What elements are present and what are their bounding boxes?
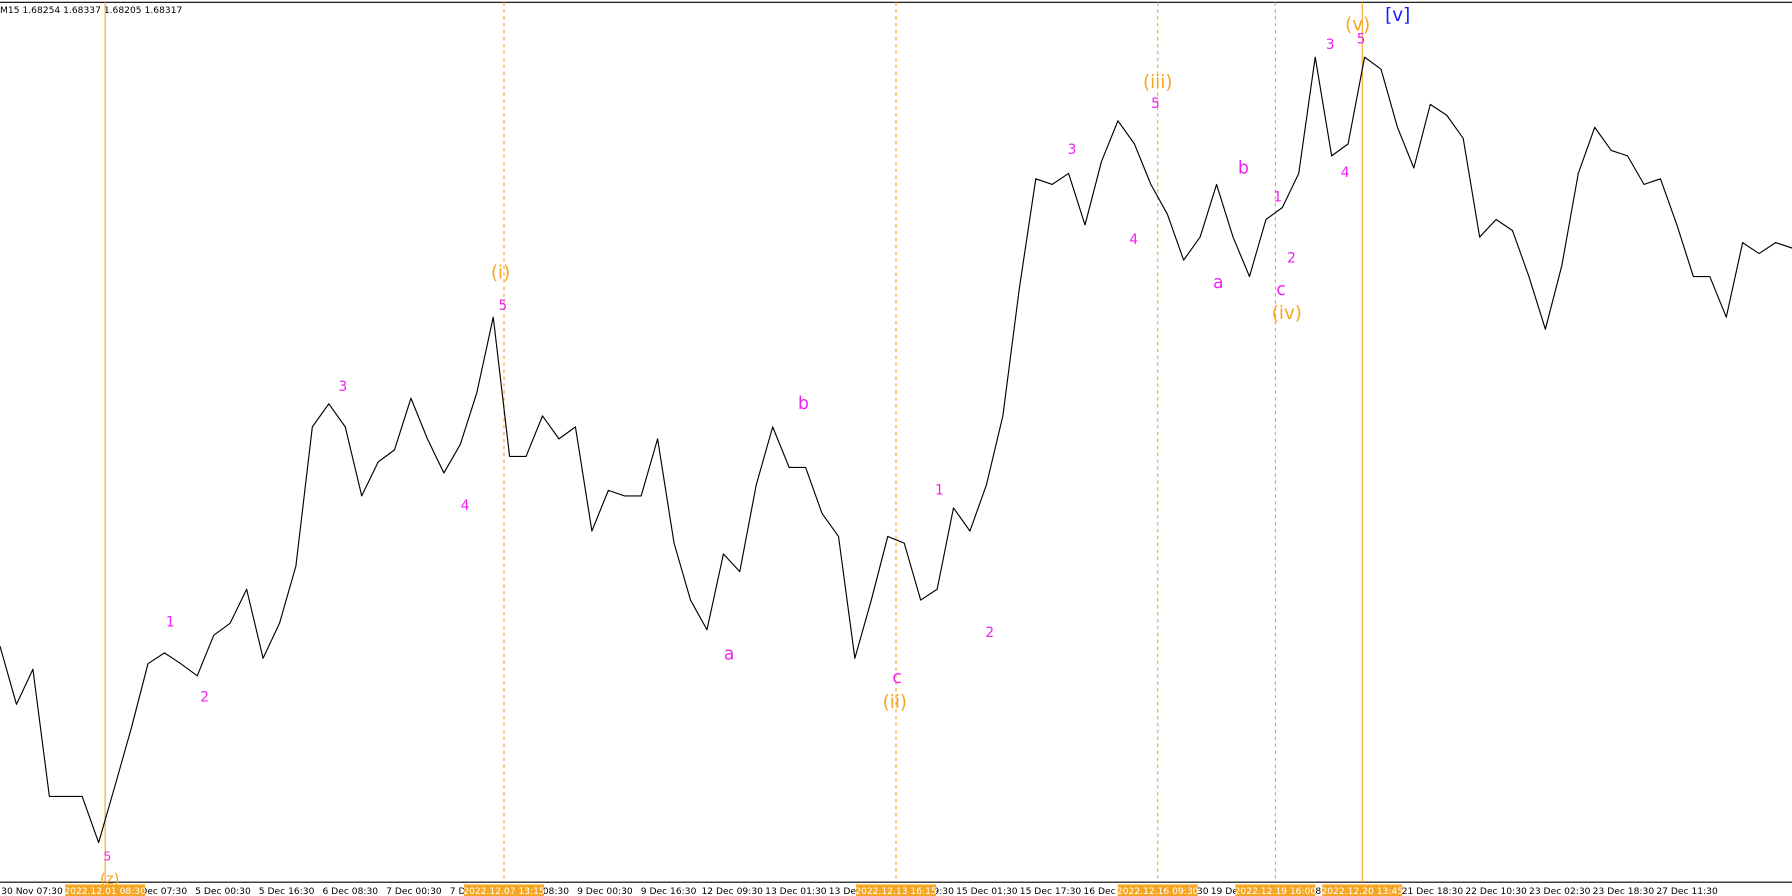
marker-label-box [1117,884,1198,896]
wave-label: (iii) [1143,72,1173,93]
marker-label-box [856,884,936,896]
wave-label: b [1238,159,1249,179]
x-tick-label: 6 Dec 08:30 [322,886,378,896]
marker-label: 2022.12.13 16:15 [855,886,937,896]
x-tick-label: 15 Dec 01:30 [956,886,1018,896]
x-tick-label: 9 Dec 16:30 [641,886,697,896]
marker-label: 2022.12.20 13:45 [1321,886,1403,896]
wave-label: 1 [1273,189,1282,205]
wave-label: 3 [1326,37,1335,53]
x-tick-label: 23 Dec 18:30 [1593,886,1655,896]
x-tick-label: 15 Dec 17:30 [1020,886,1082,896]
x-tick-label: 5 Dec 00:30 [195,886,251,896]
wave-label: 4 [1129,232,1138,248]
wave-label: b [798,394,809,414]
marker-label-box [464,884,544,896]
wave-label: 5 [1151,96,1160,112]
price-line [0,56,1792,844]
wave-label: 3 [1068,142,1077,158]
wave-label: 4 [461,498,470,514]
wave-label: 2 [200,689,209,705]
x-tick-label: 21 Dec 18:30 [1402,886,1464,896]
wave-label: a [1213,273,1224,293]
wave-label: (ii) [883,692,907,713]
wave-label: c [892,668,901,688]
wave-label: 4 [1341,165,1350,181]
wave-label: (v) [1345,14,1370,35]
marker-label: 2022.12.07 13:15 [463,886,545,896]
wave-label: c [1276,280,1285,300]
x-tick-label: 12 Dec 09:30 [701,886,763,896]
x-tick-label: 22 Dec 10:30 [1465,886,1527,896]
x-tick-label: 30 Nov 07:30 [1,886,63,896]
wave-label: 3 [338,379,347,395]
wave-label: a [724,645,735,665]
x-tick-label: 5 Dec 16:30 [259,886,315,896]
marker-label-box [65,884,146,896]
wave-label: (iv) [1272,303,1302,324]
x-tick-label: 23 Dec 02:30 [1529,886,1591,896]
marker-label-box [1235,884,1316,896]
marker-label: 2022.12.16 09:30 [1117,886,1199,896]
wave-label: 5 [498,298,507,314]
wave-label: 1 [935,483,944,499]
wave-label: (i) [491,263,510,284]
wave-label: 5 [103,848,111,863]
wave-label: 5 [1357,31,1366,47]
x-tick-label: 13 Dec 01:30 [765,886,827,896]
wave-label: 2 [985,625,994,641]
x-tick-label: 27 Dec 11:30 [1656,886,1718,896]
x-tick-label: 16 Dec 09:30 [1083,886,1145,896]
marker-label: 2022.12.01 08:30 [64,886,146,896]
chart-header: M15 1.68254 1.68337 1.68205 1.68317 [0,5,182,16]
wave-label: 2 [1287,251,1296,267]
marker-label: 2022.12.19 16:00 [1235,886,1317,896]
x-tick-label: 9 Dec 00:30 [577,886,633,896]
wave-label: (z) [100,870,119,888]
x-tick-label: 7 Dec 00:30 [386,886,442,896]
wave-label: 1 [166,614,175,630]
marker-label-box [1322,884,1403,896]
wave-label: [v] [1385,5,1410,26]
x-tick-label: 2 Dec 07:30 [131,886,187,896]
